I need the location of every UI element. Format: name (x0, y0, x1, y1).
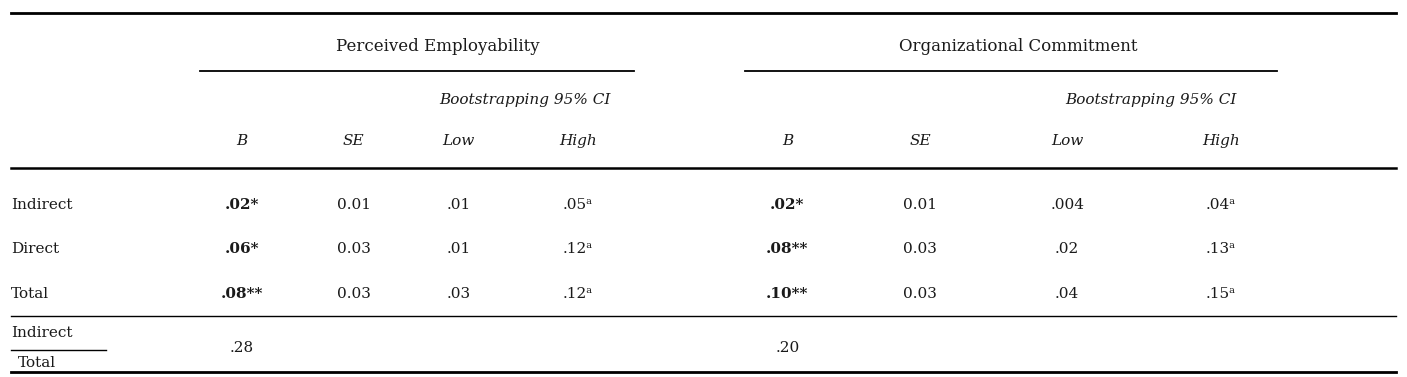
Text: .28: .28 (229, 341, 255, 355)
Text: SE: SE (909, 133, 931, 147)
Text: 0.01: 0.01 (336, 198, 371, 212)
Text: Bootstrapping 95% CI: Bootstrapping 95% CI (1065, 93, 1237, 107)
Text: .20: .20 (775, 341, 799, 355)
Text: .12ᵃ: .12ᵃ (563, 287, 592, 300)
Text: .13ᵃ: .13ᵃ (1206, 242, 1237, 256)
Text: .02*: .02* (225, 198, 259, 212)
Text: .02: .02 (1055, 242, 1079, 256)
Text: 0.03: 0.03 (336, 242, 371, 256)
Text: B: B (236, 133, 248, 147)
Text: .15ᵃ: .15ᵃ (1206, 287, 1237, 300)
Text: High: High (559, 133, 597, 147)
Text: .06*: .06* (225, 242, 259, 256)
Text: .05ᵃ: .05ᵃ (563, 198, 592, 212)
Text: .08**: .08** (221, 287, 263, 300)
Text: 0.03: 0.03 (336, 287, 371, 300)
Text: .04: .04 (1055, 287, 1079, 300)
Text: Organizational Commitment: Organizational Commitment (899, 38, 1137, 55)
Text: .01: .01 (446, 198, 471, 212)
Text: B: B (782, 133, 794, 147)
Text: 0.03: 0.03 (903, 287, 937, 300)
Text: .004: .004 (1050, 198, 1085, 212)
Text: 0.03: 0.03 (903, 242, 937, 256)
Text: 0.01: 0.01 (903, 198, 937, 212)
Text: Direct: Direct (11, 242, 59, 256)
Text: Total: Total (11, 287, 49, 300)
Text: SE: SE (343, 133, 364, 147)
Text: Perceived Employability: Perceived Employability (336, 38, 539, 55)
Text: Low: Low (443, 133, 474, 147)
Text: High: High (1202, 133, 1240, 147)
Text: .02*: .02* (770, 198, 805, 212)
Text: Indirect: Indirect (11, 198, 73, 212)
Text: Indirect: Indirect (11, 326, 73, 340)
Text: .10**: .10** (767, 287, 809, 300)
Text: .04ᵃ: .04ᵃ (1206, 198, 1237, 212)
Text: .08**: .08** (767, 242, 809, 256)
Text: .12ᵃ: .12ᵃ (563, 242, 592, 256)
Text: Total: Total (18, 356, 56, 369)
Text: .01: .01 (446, 242, 471, 256)
Text: Bootstrapping 95% CI: Bootstrapping 95% CI (439, 93, 611, 107)
Text: .03: .03 (446, 287, 471, 300)
Text: Low: Low (1051, 133, 1083, 147)
